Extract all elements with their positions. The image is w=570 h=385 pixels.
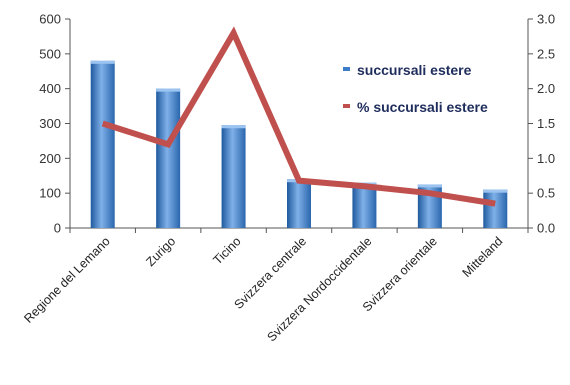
category-label: Zurigo	[143, 234, 178, 269]
bar-series	[90, 60, 508, 229]
bar-top-highlight	[156, 88, 181, 92]
right-tick-label: 0.5	[537, 186, 555, 201]
left-tick-label: 0	[54, 221, 61, 236]
right-axis-ticks: 0.0 0.5 1.0 1.5 2.0 2.5 3.0	[528, 12, 555, 236]
bar	[483, 189, 508, 228]
bar	[90, 60, 115, 228]
left-axis-ticks: 0 100 200 300 400 500 600	[39, 12, 70, 236]
bar	[221, 125, 246, 228]
category-label: Regione del Lemano	[21, 234, 113, 326]
category-label: Mitteland	[460, 234, 506, 280]
legend-swatch-line	[343, 104, 350, 108]
right-tick-label: 2.5	[537, 46, 555, 61]
category-label: Svizzera Nordoccidentale	[264, 234, 374, 344]
category-label: Ticino	[211, 234, 244, 267]
line-path	[101, 26, 496, 207]
right-tick-label: 0.0	[537, 221, 555, 236]
legend-label-line: % succursali estere	[357, 99, 488, 115]
left-tick-label: 600	[39, 12, 61, 27]
bar	[156, 88, 181, 229]
bar	[352, 182, 377, 228]
left-tick-label: 300	[39, 116, 61, 131]
bar-top-highlight	[221, 125, 246, 129]
left-tick-label: 500	[39, 46, 61, 61]
left-tick-label: 400	[39, 81, 61, 96]
right-tick-label: 2.0	[537, 81, 555, 96]
legend-swatch-bars	[343, 67, 350, 71]
bar-top-highlight	[417, 184, 442, 188]
bar	[287, 179, 311, 228]
bar-top-highlight	[90, 60, 115, 64]
left-tick-label: 100	[39, 186, 61, 201]
right-tick-label: 1.5	[537, 116, 555, 131]
line-series	[101, 26, 496, 207]
legend-label-bars: succursali estere	[357, 62, 472, 78]
right-tick-label: 1.0	[537, 151, 555, 166]
bar-top-highlight	[483, 189, 508, 193]
left-tick-label: 200	[39, 151, 61, 166]
right-tick-label: 3.0	[537, 12, 555, 27]
legend: succursali estere % succursali estere	[343, 62, 488, 115]
